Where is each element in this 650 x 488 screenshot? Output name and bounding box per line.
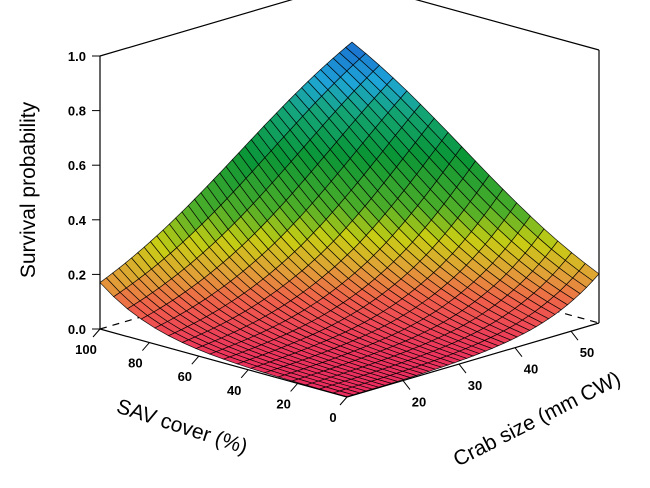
x-tick-label: 40 [524, 362, 538, 377]
z-tick-label: 0.0 [68, 322, 86, 337]
z-tick-label: 0.4 [68, 213, 87, 228]
x-tick [514, 347, 523, 357]
x-tick-label: 50 [580, 345, 594, 360]
box-edge-top-right [415, 0, 600, 51]
y-tick [191, 355, 200, 365]
x-axis-line [346, 322, 600, 398]
x-tick [570, 330, 579, 341]
y-axis-title: SAV cover (%) [114, 395, 251, 459]
y-tick [290, 383, 298, 392]
y-tick-label: 80 [128, 356, 142, 371]
y-tick-label: 100 [75, 342, 97, 357]
survival-surface [99, 41, 600, 398]
box-edge-top-back [99, 0, 293, 57]
front-box-lines [99, 322, 600, 398]
z-tick-label: 0.2 [68, 267, 86, 282]
y-tick-label: 0 [329, 410, 336, 425]
y-tick-label: 60 [178, 369, 192, 384]
x-tick-label: 30 [468, 378, 482, 393]
y-tick-label: 40 [227, 383, 241, 398]
y-tick [339, 396, 348, 406]
y-tick [92, 328, 101, 338]
x-tick-label: 20 [412, 395, 426, 410]
x-tick [402, 380, 411, 390]
y-axis-line [99, 328, 348, 398]
y-tick [240, 369, 249, 379]
z-tick-label: 0.6 [68, 158, 86, 173]
z-tick-label: 0.8 [68, 104, 86, 119]
y-tick [142, 342, 150, 351]
x-tick [458, 363, 467, 374]
axis-ticks: 0.0 0.2 0.4 0.6 0.8 1.0 0 20 40 60 80 100 20 30 40 50 [68, 49, 594, 425]
z-axis-title: Survival probability [17, 101, 40, 278]
z-tick-label: 1.0 [68, 49, 86, 64]
y-tick-label: 20 [276, 396, 290, 411]
